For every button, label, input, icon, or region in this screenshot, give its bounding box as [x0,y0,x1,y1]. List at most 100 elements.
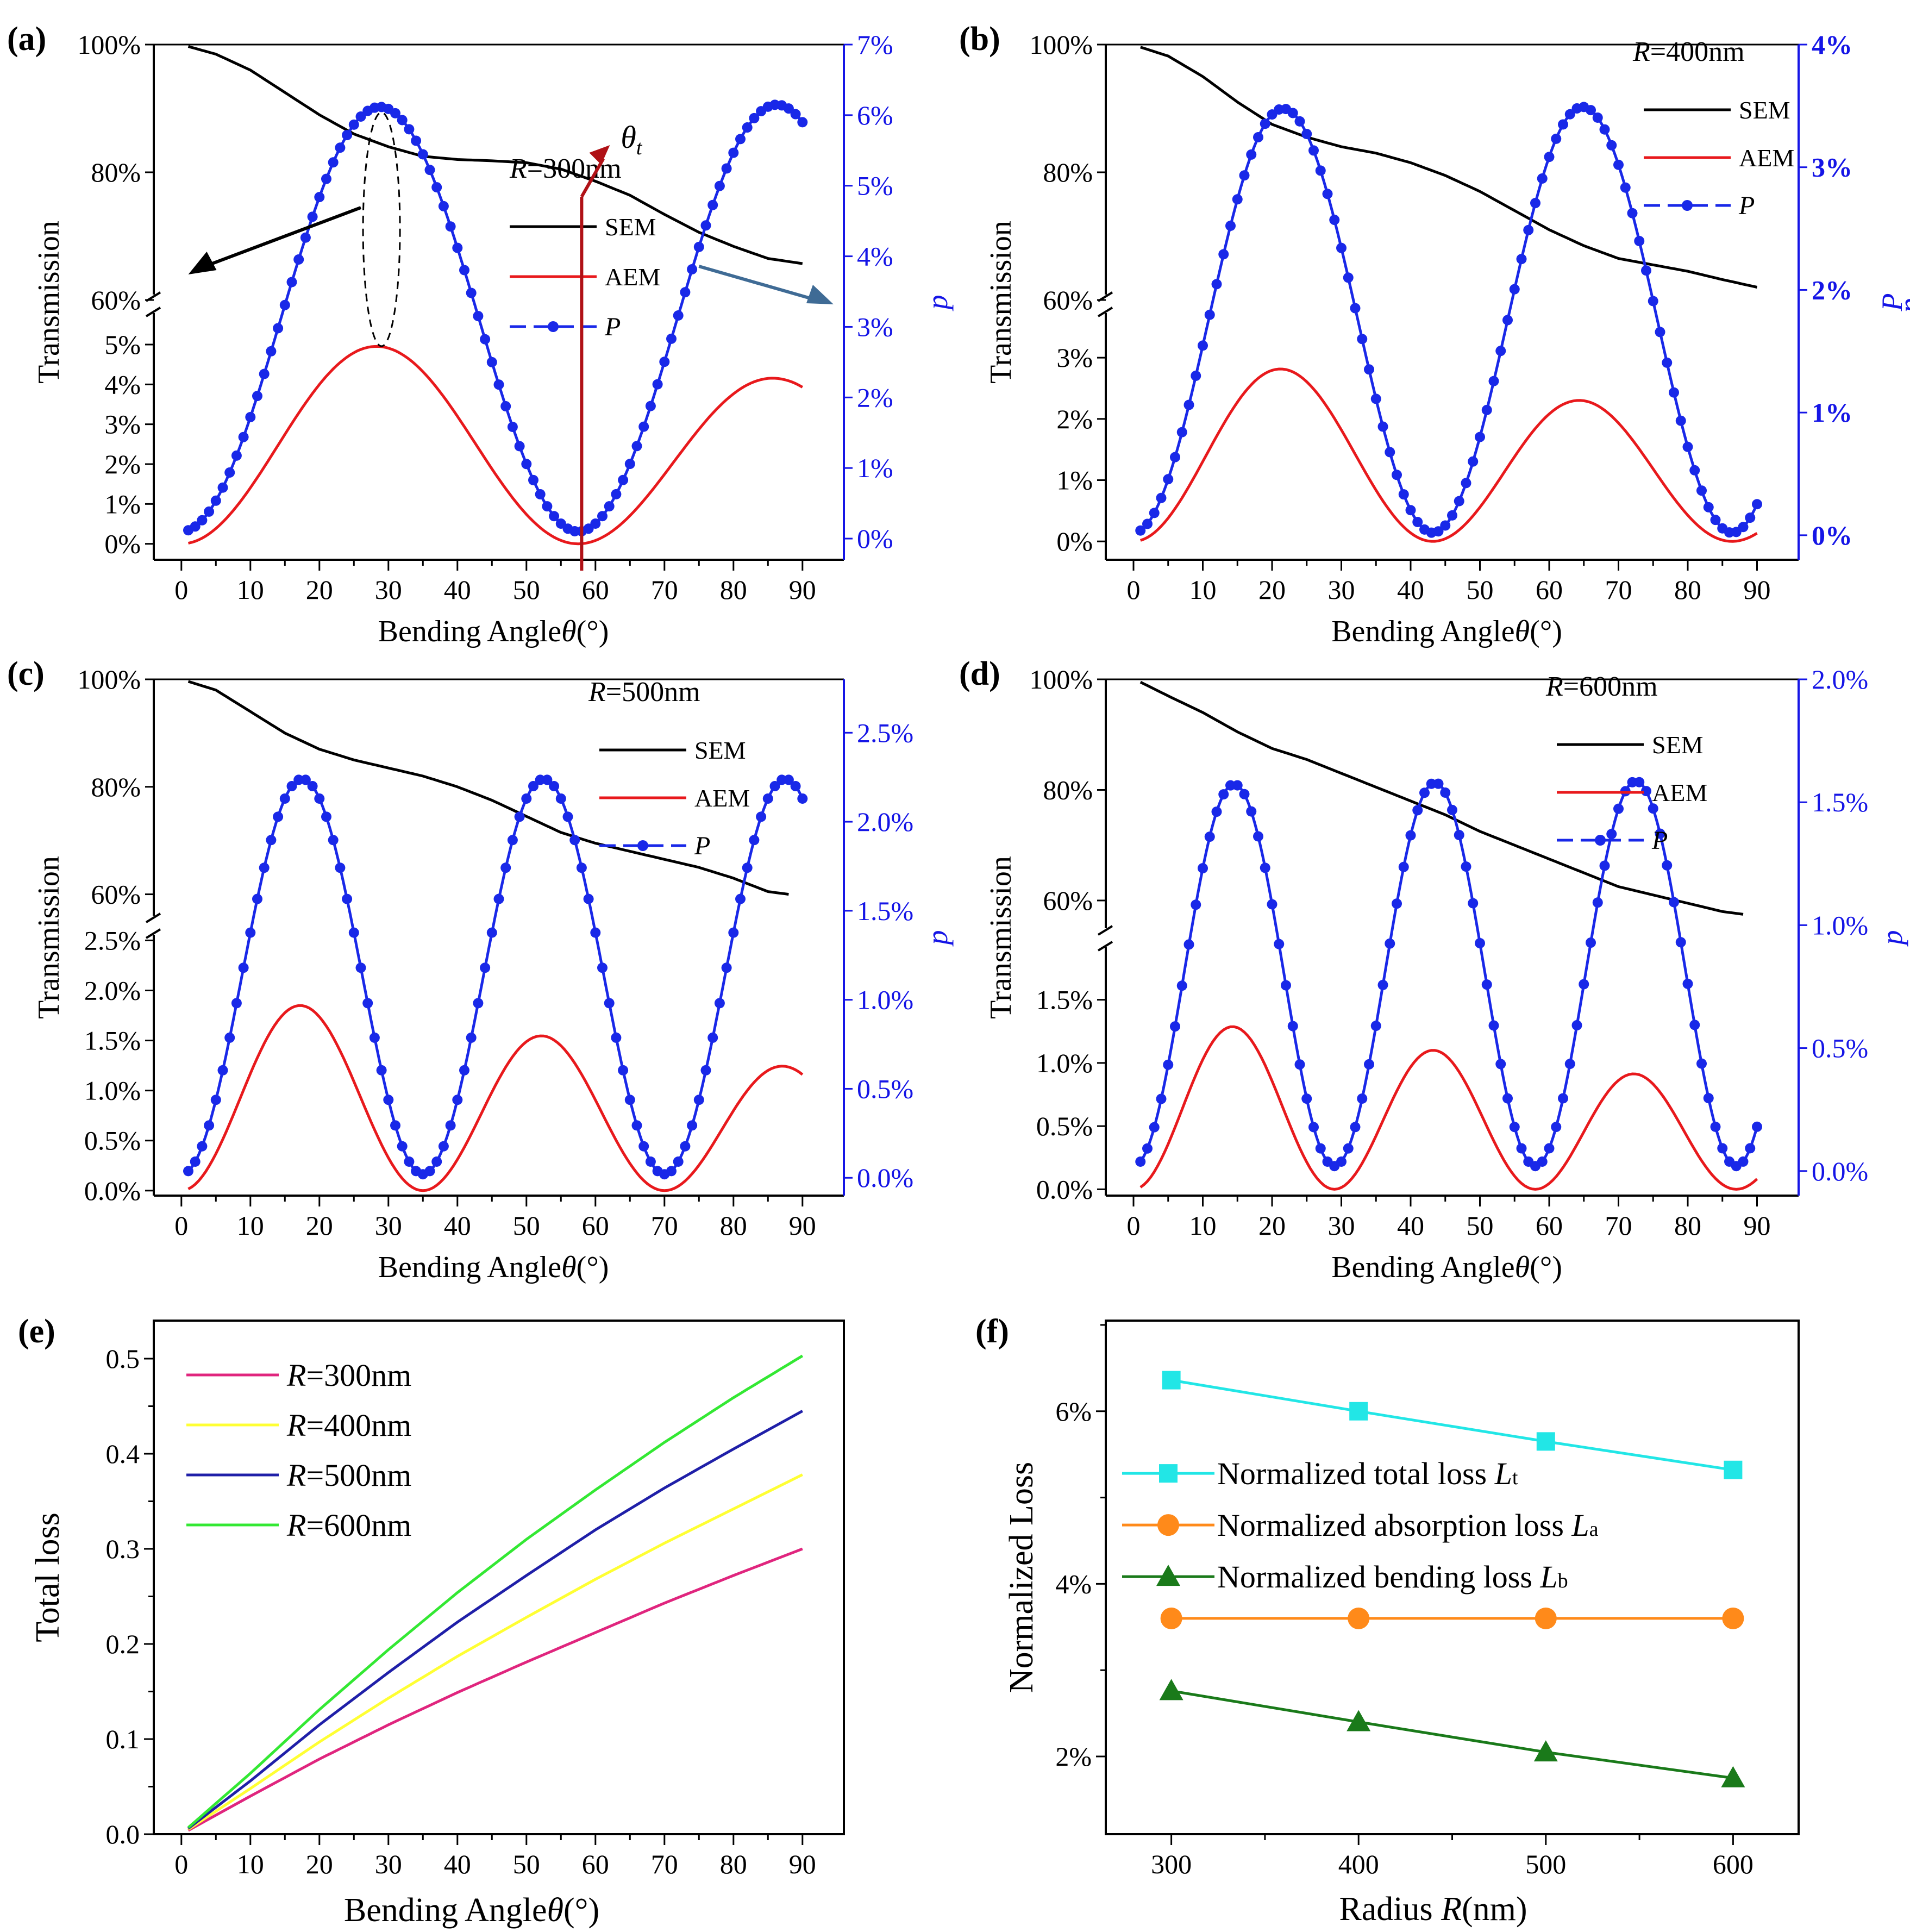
legend-label: SEM [1652,731,1704,759]
triangle-marker [1533,1740,1558,1762]
p-point [1516,1143,1527,1154]
p-point [1336,242,1347,253]
p-point [624,1095,635,1105]
p-point [1364,1059,1374,1070]
theta-t-arrow [580,158,605,198]
x-tick-label: 60 [1536,1210,1563,1241]
y-axis-label: Total loss [29,1512,66,1642]
triangle-marker [1159,1679,1183,1700]
p-point [335,142,346,153]
p-point [1703,1093,1714,1104]
p-point [1239,170,1250,181]
p-point [459,265,469,276]
legend-marker-p [548,321,559,332]
p-point [1606,140,1617,151]
theta-t-arrowhead [589,145,610,165]
p-point [293,254,304,265]
p-point [266,346,277,357]
p-point [1495,1059,1506,1070]
x-tick-label: 600 [1713,1849,1754,1879]
p-point [1703,502,1714,512]
p-point [1488,1020,1499,1031]
p-point [424,1166,435,1177]
p-point [659,357,670,367]
p-point [549,511,560,522]
legend-label: AEM [605,263,660,291]
p-point [273,323,284,334]
x-tick-label: 0 [174,1210,188,1241]
x-tick-label: 40 [444,1210,471,1241]
p-curve [1139,105,1758,534]
p-point [1481,404,1492,415]
p-point [259,368,270,379]
panel-e: 0 10 20 30 40 50 60 70 80 90 0.0 0.1 0.2 0.3 0.4 0.5 Tot… [18,1313,845,1929]
panel-label: (c) [7,655,45,692]
x-tick-label: 30 [375,574,402,605]
p-point [1308,1122,1319,1133]
y-tick-label-lower: 3% [104,409,141,440]
p-point [452,1095,463,1105]
p-point [1502,1093,1513,1104]
p-point [1682,978,1693,989]
p-point [790,781,801,792]
p-point [742,122,753,133]
y-tick-label-right: 0.5% [1812,1033,1868,1064]
y-tick-label-right: 1.0% [857,985,913,1015]
p-point [1620,182,1631,193]
p-point [1392,470,1402,480]
p-point [342,893,353,904]
x-tick-label: 20 [1258,1210,1286,1241]
y-axis-label-right: p [921,930,954,947]
x-tick-label: 40 [1397,1210,1424,1241]
p-point [1135,1156,1146,1167]
p-point [445,221,456,232]
p-point [645,1156,656,1167]
p-point [1564,1059,1575,1070]
p-point [1433,778,1444,789]
p-point [1752,1121,1762,1132]
p-point [245,927,256,938]
p-point [1204,831,1215,842]
p-point [1537,173,1548,184]
y-tick-label-lower: 0.5% [1036,1111,1093,1141]
x-tick-label: 60 [1536,574,1563,605]
p-point [1204,309,1215,320]
legend-label: SEM [694,736,746,764]
p-point [728,927,739,938]
p-point [783,774,794,785]
p-point [224,467,235,478]
p-point [1523,224,1534,235]
p-point [335,862,346,873]
p-point [700,1065,711,1076]
x-axis-label: Bending Angleθ(°) [344,1892,599,1929]
p-point [1357,1093,1368,1104]
y-axis-label-right-2: p [1893,298,1910,315]
p-point [1385,938,1395,949]
y-tick-label-right: 3% [1812,152,1852,183]
y-tick-label-lower: 2% [1056,404,1093,434]
x-axis-label: Bending Angleθ(°) [1331,1251,1562,1284]
legend-label: R=500nm [286,1458,411,1493]
p-point [431,182,442,193]
panel-c: 0 10 20 30 40 50 60 70 80 90 60% 80% 100% 0.0% 0.5% 1.0… [7,655,954,1284]
x-tick-label: 50 [1467,1210,1494,1241]
p-point [224,1032,235,1043]
p-point [1461,478,1471,489]
p-point [1606,829,1617,840]
p-point [707,199,718,210]
p-point [521,459,532,470]
p-point [1246,806,1257,817]
panel-label: (a) [7,21,46,58]
triangle-marker [1347,1710,1371,1731]
p-point [1287,1021,1298,1031]
p-point [597,511,608,522]
p-point [1475,432,1485,442]
p-point [397,1141,408,1152]
x-tick-label: 50 [513,1849,540,1879]
p-point [210,495,221,506]
y-axis-label-right: p [1876,930,1908,947]
p-point [549,781,560,792]
circle-marker [1160,1607,1182,1629]
p-point [348,119,359,130]
